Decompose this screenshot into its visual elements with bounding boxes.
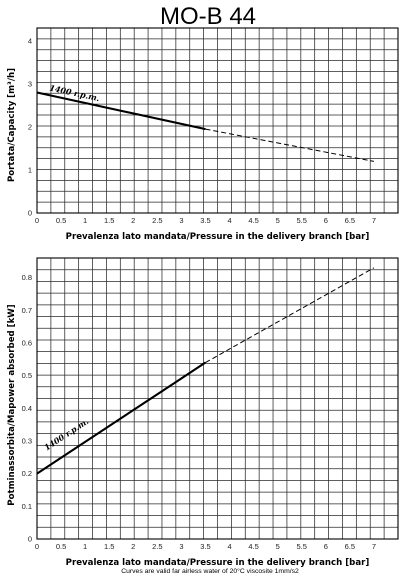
y-axis-label: Portata/Capacity [m³/h] [7, 68, 17, 182]
x-tick-label: 1 [83, 542, 87, 551]
plot-frame [36, 257, 399, 540]
x-tick-label: 5.5 [297, 542, 307, 551]
y-tick-label: 0 [28, 535, 32, 544]
y-tick-label: 0.3 [22, 436, 32, 445]
x-tick-label: 2.5 [152, 216, 162, 225]
y-tick-label: 0.6 [22, 338, 32, 347]
series-line-extrapolated [205, 128, 375, 162]
x-tick-label: 3 [179, 216, 183, 225]
x-tick-label: 3.5 [200, 542, 210, 551]
x-tick-label: 5 [276, 542, 280, 551]
x-tick-label: 7 [372, 216, 376, 225]
power-chart: 0 0.5 1 1.5 2 2.5 3 3.5 4 4.5 5 5.5 6 6.5 7 0 0.1 0.2 0.3 0… [7, 257, 399, 568]
x-tick-label: 2.5 [152, 542, 162, 551]
x-tick-label: 0.5 [56, 216, 66, 225]
y-tick-label: 0.4 [22, 404, 32, 413]
x-tick-label: 7 [372, 542, 376, 551]
x-axis-label: Prevalenza lato mandata/Pressure in the … [66, 232, 370, 242]
x-tick-label: 6 [324, 542, 328, 551]
x-tick-label: 5 [276, 216, 280, 225]
x-tick-label: 4 [227, 542, 231, 551]
y-tick-label: 4 [28, 36, 32, 45]
y-tick-label: 1 [28, 165, 32, 174]
x-axis-label: Prevalenza lato mandata/Pressure in the … [66, 558, 370, 568]
y-tick-label: 0.1 [22, 502, 32, 511]
y-axis-label: Potminassorbita/Mapower absorbed [kW] [7, 304, 17, 506]
x-tick-label: 1.5 [104, 216, 114, 225]
y-tick-label: 0 [28, 209, 32, 218]
y-tick-label: 2 [28, 122, 32, 131]
series-line-extrapolated [205, 267, 375, 363]
y-tick-label: 0.2 [22, 469, 32, 478]
x-tick-label: 1.5 [104, 542, 114, 551]
series-line-measured [36, 91, 206, 131]
x-tick-label: 0 [35, 216, 39, 225]
validity-note: Curves are valid far airless water of 20… [121, 567, 299, 575]
x-tick-label: 6.5 [345, 542, 355, 551]
x-tick-label: 0 [35, 542, 39, 551]
page-title: MO-B 44 [160, 3, 256, 30]
x-tick-label: 6 [324, 216, 328, 225]
series-line-measured [36, 361, 207, 475]
x-tick-label: 4.5 [248, 542, 258, 551]
y-tick-label: 3 [28, 79, 32, 88]
x-tick-label: 6.5 [345, 216, 355, 225]
x-tick-label: 2 [131, 216, 135, 225]
x-tick-label: 4.5 [248, 216, 258, 225]
x-tick-label: 5.5 [297, 216, 307, 225]
x-tick-label: 4 [227, 216, 231, 225]
capacity-chart: 0 0.5 1 1.5 2 2.5 3 3.5 4 4.5 5 5.5 6 6.5 7 0 1 2 3 4 Preval… [7, 27, 399, 242]
x-tick-label: 3.5 [200, 216, 210, 225]
curve-label: 1400 r.p.m. [42, 416, 90, 453]
y-tick-label: 0.7 [22, 306, 32, 315]
x-tick-label: 3 [179, 542, 183, 551]
x-tick-label: 1 [83, 216, 87, 225]
x-tick-label: 2 [131, 542, 135, 551]
y-tick-label: 0.8 [22, 273, 32, 282]
plot-frame [36, 27, 399, 214]
y-tick-label: 0.5 [22, 371, 32, 380]
x-tick-label: 0.5 [56, 542, 66, 551]
